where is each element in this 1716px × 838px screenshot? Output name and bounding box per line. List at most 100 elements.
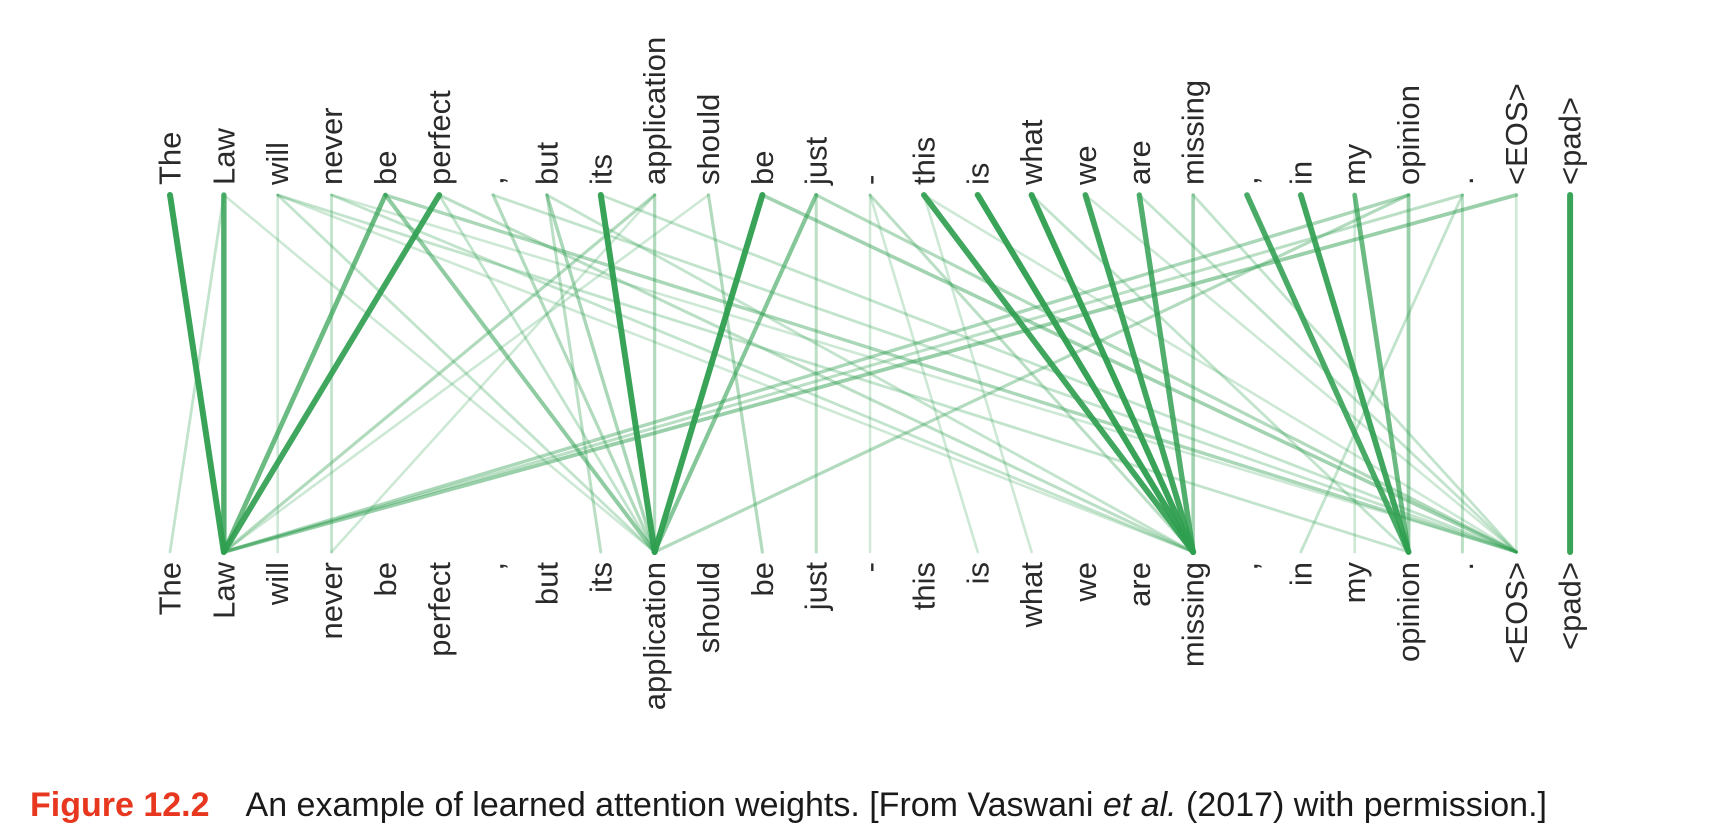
top-token-label: just (799, 136, 834, 186)
top-token-label: , (476, 176, 511, 185)
attention-link (167, 192, 227, 555)
bottom-token-label: never (314, 562, 349, 640)
bottom-token-label: opinion (1391, 562, 1426, 662)
attention-link (651, 192, 766, 555)
bottom-token-label: be (745, 562, 780, 596)
attention-link (974, 192, 1197, 555)
bottom-token-label: Law (206, 561, 241, 618)
bottom-token-label: , (1230, 562, 1265, 571)
bottom-token-label: should (691, 562, 726, 653)
top-token-label: will (260, 142, 295, 186)
attention-link (868, 193, 1195, 554)
attention-link (221, 193, 1519, 554)
attention-link (383, 193, 1518, 554)
attention-link (545, 193, 1195, 554)
top-token-label: should (691, 94, 726, 185)
top-token-label: its (583, 154, 618, 185)
top-token-label: The (153, 132, 188, 185)
attention-link (1030, 193, 1410, 554)
top-token-label: <pad> (1553, 97, 1588, 185)
attention-link (276, 193, 657, 554)
bottom-token-label: missing (1176, 562, 1211, 667)
top-token-label: be (745, 151, 780, 185)
bottom-token-label: is (960, 562, 995, 584)
top-token-row: The Law will never be perfect, but its applicati… (153, 37, 1588, 186)
top-token-label: Law (206, 128, 241, 185)
top-token-label: my (1337, 143, 1372, 185)
bottom-token-label: application (637, 562, 672, 710)
attention-link (1136, 192, 1196, 555)
bottom-token-label: its (583, 562, 618, 593)
attention-link (922, 193, 1033, 554)
attention-link (921, 192, 1197, 555)
attention-link (491, 193, 657, 554)
bottom-token-label: are (1122, 562, 1157, 607)
attention-link (330, 193, 1195, 554)
top-token-label: be (368, 151, 403, 185)
attention-link (545, 193, 657, 554)
top-token-label: . (1445, 176, 1480, 185)
top-token-label: are (1122, 140, 1157, 185)
bottom-token-label: just (799, 562, 834, 612)
bottom-token-label: will (260, 562, 295, 606)
top-token-label: what (1014, 119, 1049, 186)
attention-link (330, 193, 1518, 554)
attention-link (545, 193, 603, 554)
bottom-token-label: this (906, 562, 941, 610)
attention-link (1244, 192, 1412, 555)
attention-link (868, 193, 980, 554)
attention-link (652, 192, 819, 555)
attention-link (1082, 192, 1197, 555)
top-token-label: we (1068, 145, 1103, 186)
attention-link (220, 192, 443, 555)
attention-diagram: The Law will never be perfect, but its applicati… (153, 37, 1588, 710)
top-token-label: - (853, 175, 888, 185)
top-token-label: missing (1176, 80, 1211, 185)
bottom-token-label: - (853, 562, 888, 572)
bottom-token-label: what (1014, 562, 1049, 629)
bottom-token-label: be (368, 562, 403, 596)
attention-link (222, 193, 1411, 554)
bottom-token-label: perfect (422, 562, 457, 657)
top-token-label: <EOS> (1499, 83, 1534, 185)
caption-text-end: (2017) with permission.] (1176, 786, 1547, 824)
attention-link (653, 193, 1411, 554)
attention-link (276, 193, 1410, 554)
top-token-label: but (529, 142, 564, 185)
bottom-token-label: <EOS> (1499, 562, 1534, 664)
attention-link (222, 193, 710, 554)
caption-text: An example of learned attention weights.… (245, 786, 1103, 824)
attention-link (1352, 192, 1411, 555)
top-token-label: never (314, 107, 349, 185)
bottom-token-label: . (1445, 562, 1480, 571)
bottom-token-label: in (1283, 562, 1318, 586)
caption-italic-text: et al. (1102, 786, 1177, 824)
attention-link (491, 193, 1518, 554)
attention-link (1297, 192, 1412, 555)
bottom-token-label: we (1068, 562, 1103, 603)
top-token-label: this (906, 137, 941, 185)
attention-link (1084, 193, 1518, 554)
figure-caption: Figure 12.2 An example of learned attenti… (30, 785, 1710, 825)
top-token-label: in (1283, 161, 1318, 185)
bottom-token-label: The (153, 562, 188, 615)
top-token-label: application (637, 37, 672, 185)
top-token-label: is (960, 163, 995, 185)
attention-link (437, 193, 1195, 554)
attention-link (330, 193, 656, 554)
attention-link (597, 192, 658, 555)
attention-link (222, 193, 1464, 554)
top-token-label: opinion (1391, 85, 1426, 185)
top-token-label: , (1230, 176, 1265, 185)
top-token-label: perfect (422, 90, 457, 185)
attention-link (222, 193, 657, 554)
bottom-token-row: The Law will never be perfect, but its applicati… (153, 561, 1588, 710)
bottom-token-label: my (1337, 562, 1372, 604)
attention-link (922, 193, 1518, 554)
attention-link (383, 193, 657, 554)
bottom-token-label: , (476, 562, 511, 571)
attention-link (222, 193, 656, 554)
attention-link (437, 193, 657, 554)
bottom-token-label: <pad> (1553, 562, 1588, 650)
figure-label: Figure 12.2 (30, 786, 210, 824)
